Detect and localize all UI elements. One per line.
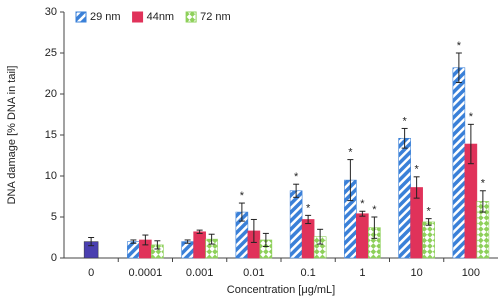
bar: [356, 213, 369, 259]
error-bar: [479, 190, 486, 213]
y-axis-title: DNA damage [% DNA in tail]: [6, 66, 18, 205]
significance-marker: *: [348, 147, 353, 159]
error-bar: [184, 239, 191, 244]
bar: [181, 241, 194, 259]
y-tick-label: 10: [45, 170, 57, 182]
x-tick-label: 1: [359, 267, 365, 279]
error-bar: [293, 183, 300, 198]
error-bar: [359, 210, 366, 217]
error-bar: [142, 234, 149, 246]
significance-marker: *: [372, 204, 377, 216]
significance-marker: *: [469, 111, 474, 123]
error-bar: [208, 233, 215, 245]
significance-marker: *: [306, 202, 311, 214]
legend-label: 29 nm: [90, 11, 121, 23]
error-bar: [401, 127, 408, 149]
error-bar: [305, 214, 312, 225]
significance-marker: *: [360, 198, 365, 210]
error-bar: [455, 52, 462, 84]
error-bar: [238, 202, 245, 222]
legend-swatch: [132, 11, 144, 23]
significance-marker: *: [426, 206, 431, 218]
error-bar: [250, 218, 257, 243]
legend-label: 44nm: [147, 11, 175, 23]
legend-swatch: [185, 11, 197, 23]
error-bar: [130, 239, 137, 244]
error-bar: [425, 218, 432, 226]
error-bar: [347, 159, 354, 202]
significance-marker: *: [294, 171, 299, 183]
bar: [127, 241, 140, 259]
bar: [398, 137, 411, 259]
x-tick-label: 0.01: [243, 267, 264, 279]
x-tick-label: 0.0001: [129, 267, 163, 279]
error-bar: [262, 232, 269, 248]
legend-label: 72 nm: [200, 11, 231, 23]
significance-marker: *: [414, 164, 419, 176]
x-tick-label: 0.001: [186, 267, 214, 279]
bar: [422, 221, 435, 259]
error-bar: [317, 228, 324, 245]
y-tick-label: 30: [45, 6, 57, 18]
significance-marker: *: [457, 40, 462, 52]
error-bar: [413, 176, 420, 199]
significance-marker: *: [240, 190, 245, 202]
x-tick-label: 0.1: [300, 267, 315, 279]
significance-marker: *: [481, 178, 486, 190]
x-tick-label: 10: [411, 267, 423, 279]
y-tick-label: 20: [45, 88, 57, 100]
error-bar: [88, 237, 95, 247]
significance-marker: *: [402, 115, 407, 127]
y-tick-label: 15: [45, 129, 57, 141]
y-tick-label: 5: [51, 211, 57, 223]
y-tick-label: 25: [45, 47, 57, 59]
legend-swatch: [75, 11, 87, 23]
bar: [289, 190, 303, 259]
bar: [301, 219, 315, 259]
error-bar: [154, 240, 161, 250]
error-bar: [467, 123, 474, 165]
x-tick-label: 100: [462, 267, 480, 279]
bar: [452, 67, 466, 259]
y-tick-label: 0: [51, 252, 57, 264]
bar: [193, 231, 206, 259]
error-bar: [196, 229, 203, 234]
x-tick-label: 0: [88, 267, 94, 279]
x-axis-title: Concentration [μg/mL]: [227, 284, 335, 296]
error-bar: [371, 216, 378, 239]
